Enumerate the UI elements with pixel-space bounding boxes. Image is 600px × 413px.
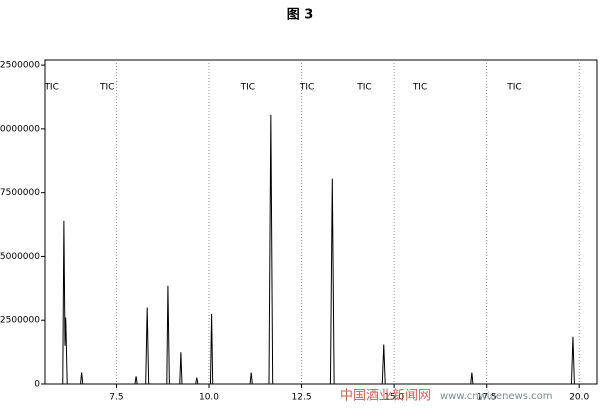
y-tick-label: 12500000 xyxy=(0,61,40,71)
x-tick-label: 7.5 xyxy=(109,393,123,403)
watermark: 中国酒业新闻网 xyxy=(340,388,431,404)
chart-title: 图 3 xyxy=(287,8,314,23)
x-tick-label: 12.5 xyxy=(292,393,312,403)
annotation: TIC xyxy=(99,83,114,93)
y-tick-label: 5000000 xyxy=(0,252,40,262)
plot-frame xyxy=(44,59,598,385)
annotation: TIC xyxy=(506,83,521,93)
annotation: TIC xyxy=(43,83,58,93)
series-line xyxy=(60,114,578,385)
annotation: TIC xyxy=(299,83,314,93)
watermark-url: www.cnwinenews.com xyxy=(440,391,553,402)
annotation: TIC xyxy=(356,83,371,93)
x-tick-label: 10.0 xyxy=(199,393,219,403)
x-tick-label: 15.0 xyxy=(384,393,404,403)
x-tick-label: 17.5 xyxy=(477,393,497,403)
annotation: TIC xyxy=(412,83,427,93)
y-tick-label: 2500000 xyxy=(0,316,40,326)
x-tick-label: 20.0 xyxy=(569,393,589,403)
y-tick-label: 0 xyxy=(34,380,40,390)
y-tick-label: 10000000 xyxy=(0,124,40,134)
annotation: TIC xyxy=(240,83,255,93)
y-tick-label: 7500000 xyxy=(0,188,40,198)
